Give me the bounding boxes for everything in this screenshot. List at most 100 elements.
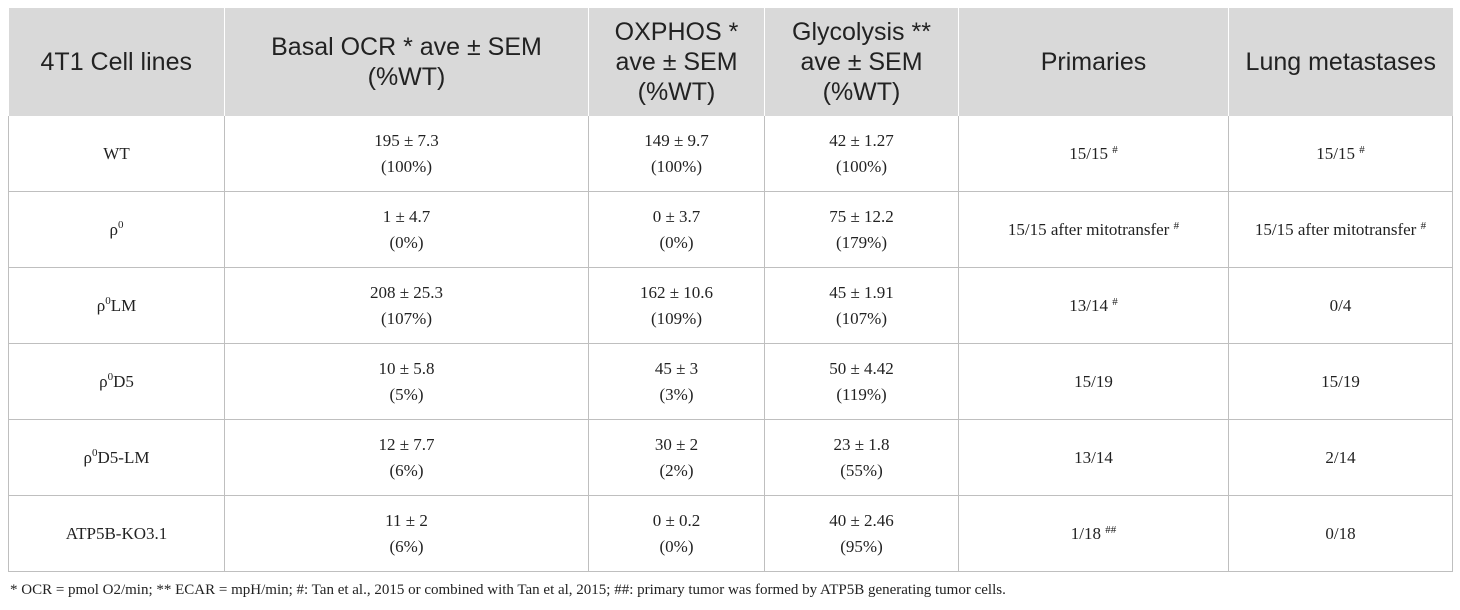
- cell-lung-metastases: 15/15 #: [1228, 116, 1453, 192]
- primaries-mark: #: [1173, 219, 1180, 232]
- header-oxphos-text: OXPHOS * ave ± SEM (%WT): [614, 18, 739, 106]
- oxphos-value: 30 ± 2: [654, 434, 699, 454]
- cell-lung-metastases: 0/4: [1228, 267, 1453, 344]
- cell-oxphos: 45 ± 3 (3%): [588, 343, 765, 420]
- basal-ocr-value: 208 ± 25.3: [369, 282, 444, 302]
- header-lung-metastases: Lung metastases: [1228, 8, 1453, 116]
- header-basal-ocr: Basal OCR * ave ± SEM (%WT): [224, 8, 589, 116]
- glycolysis-percent: (95%): [840, 536, 883, 556]
- cell-oxphos: 0 ± 3.7 (0%): [588, 191, 765, 268]
- lung-metastases-value: 15/19: [1321, 371, 1360, 391]
- lung-metastases-value: 15/15 after mitotransfer: [1254, 219, 1417, 239]
- data-table: 4T1 Cell lines Basal OCR * ave ± SEM (%W…: [8, 8, 1453, 572]
- primaries-value: 13/14: [1074, 447, 1113, 467]
- cell-line-name: ρ0LM: [8, 267, 225, 344]
- cell-lung-metastases: 0/18: [1228, 495, 1453, 572]
- primaries-mark: ##: [1105, 523, 1117, 536]
- table-container: 4T1 Cell lines Basal OCR * ave ± SEM (%W…: [8, 8, 1453, 599]
- cell-line-name: ATP5B-KO3.1: [8, 495, 225, 572]
- cell-primaries: 15/19: [958, 343, 1229, 420]
- cell-glycolysis: 75 ± 12.2 (179%): [764, 191, 959, 268]
- cell-line-name: WT: [8, 116, 225, 192]
- glycolysis-percent: (179%): [836, 232, 887, 252]
- primaries-value: 13/14: [1069, 295, 1108, 315]
- cell-line-name: ρ0D5: [8, 343, 225, 420]
- basal-ocr-percent: (0%): [389, 232, 424, 252]
- cell-primaries: 15/15 after mitotransfer #: [958, 191, 1229, 268]
- basal-ocr-percent: (6%): [389, 536, 424, 556]
- header-basal-ocr-text: Basal OCR * ave ± SEM (%WT): [271, 33, 542, 91]
- oxphos-percent: (100%): [651, 156, 702, 176]
- oxphos-value: 45 ± 3: [654, 358, 699, 378]
- lung-metastases-value: 0/18: [1325, 523, 1356, 543]
- cell-line-prefix: ρ: [96, 295, 106, 315]
- lung-metastases-value: 2/14: [1325, 447, 1356, 467]
- cell-basal-ocr: 195 ± 7.3 (100%): [224, 116, 589, 192]
- cell-line-superscript: 0: [92, 446, 98, 459]
- primaries-value: 1/18: [1070, 523, 1101, 543]
- cell-line-name: ρ0D5-LM: [8, 419, 225, 496]
- header-glycolysis-text: Glycolysis ** ave ± SEM (%WT): [792, 18, 931, 106]
- oxphos-percent: (0%): [659, 536, 694, 556]
- cell-line-superscript: 0: [105, 294, 111, 307]
- cell-glycolysis: 50 ± 4.42 (119%): [764, 343, 959, 420]
- glycolysis-percent: (55%): [840, 460, 883, 480]
- lung-metastases-mark: #: [1359, 143, 1365, 156]
- lung-metastases-value: 15/15: [1316, 143, 1355, 163]
- cell-oxphos: 30 ± 2 (2%): [588, 419, 765, 496]
- glycolysis-value: 40 ± 2.46: [829, 510, 894, 530]
- cell-line-suffix: WT: [103, 143, 130, 163]
- cell-glycolysis: 42 ± 1.27 (100%): [764, 116, 959, 192]
- lung-metastases-value: 0/4: [1329, 295, 1352, 315]
- oxphos-value: 0 ± 3.7: [652, 206, 701, 226]
- glycolysis-value: 45 ± 1.91: [829, 282, 894, 302]
- glycolysis-percent: (100%): [836, 156, 887, 176]
- header-cell-lines: 4T1 Cell lines: [8, 8, 225, 116]
- cell-glycolysis: 45 ± 1.91 (107%): [764, 267, 959, 344]
- table-footnote: * OCR = pmol O2/min; ** ECAR = mpH/min; …: [10, 582, 1006, 598]
- cell-oxphos: 162 ± 10.6 (109%): [588, 267, 765, 344]
- basal-ocr-value: 1 ± 4.7: [382, 206, 431, 226]
- cell-line-prefix: ρ: [109, 219, 118, 239]
- cell-oxphos: 0 ± 0.2 (0%): [588, 495, 765, 572]
- basal-ocr-percent: (6%): [389, 460, 424, 480]
- cell-lung-metastases: 2/14: [1228, 419, 1453, 496]
- table-row: ρ0 1 ± 4.7 (0%) 0 ± 3.7 (0%) 75 ± 12.2 (…: [8, 191, 1453, 268]
- cell-lung-metastases: 15/19: [1228, 343, 1453, 420]
- cell-line-prefix: ρ: [99, 371, 108, 391]
- table-row: ρ0D5-LM 12 ± 7.7 (6%) 30 ± 2 (2%) 23 ± 1…: [8, 419, 1453, 496]
- glycolysis-percent: (107%): [836, 308, 887, 328]
- cell-glycolysis: 40 ± 2.46 (95%): [764, 495, 959, 572]
- basal-ocr-percent: (100%): [381, 156, 432, 176]
- primaries-value: 15/15: [1069, 143, 1108, 163]
- oxphos-value: 149 ± 9.7: [644, 130, 709, 150]
- glycolysis-value: 42 ± 1.27: [829, 130, 894, 150]
- basal-ocr-value: 12 ± 7.7: [378, 434, 435, 454]
- table-row: WT 195 ± 7.3 (100%) 149 ± 9.7 (100%) 42 …: [8, 116, 1453, 192]
- basal-ocr-percent: (107%): [381, 308, 432, 328]
- cell-line-suffix: D5: [113, 371, 134, 391]
- glycolysis-value: 23 ± 1.8: [833, 434, 890, 454]
- cell-primaries: 15/15 #: [958, 116, 1229, 192]
- header-row: 4T1 Cell lines Basal OCR * ave ± SEM (%W…: [8, 8, 1453, 116]
- cell-glycolysis: 23 ± 1.8 (55%): [764, 419, 959, 496]
- cell-lung-metastases: 15/15 after mitotransfer #: [1228, 191, 1453, 268]
- primaries-value: 15/15 after mitotransfer: [1007, 219, 1170, 239]
- table-row: ATP5B-KO3.1 11 ± 2 (6%) 0 ± 0.2 (0%) 40 …: [8, 495, 1453, 572]
- oxphos-value: 0 ± 0.2: [652, 510, 701, 530]
- cell-primaries: 13/14: [958, 419, 1229, 496]
- oxphos-value: 162 ± 10.6: [639, 282, 714, 302]
- cell-basal-ocr: 208 ± 25.3 (107%): [224, 267, 589, 344]
- glycolysis-value: 50 ± 4.42: [829, 358, 894, 378]
- cell-line-suffix: ATP5B-KO3.1: [65, 523, 168, 543]
- table-row: ρ0LM 208 ± 25.3 (107%) 162 ± 10.6 (109%)…: [8, 267, 1453, 344]
- cell-basal-ocr: 11 ± 2 (6%): [224, 495, 589, 572]
- cell-primaries: 1/18 ##: [958, 495, 1229, 572]
- basal-ocr-value: 195 ± 7.3: [374, 130, 439, 150]
- cell-line-suffix: LM: [110, 295, 137, 315]
- basal-ocr-value: 11 ± 2: [385, 510, 428, 530]
- primaries-mark: #: [1112, 295, 1118, 308]
- cell-line-prefix: ρ: [83, 447, 93, 467]
- header-oxphos: OXPHOS * ave ± SEM (%WT): [588, 8, 765, 116]
- basal-ocr-value: 10 ± 5.8: [378, 358, 435, 378]
